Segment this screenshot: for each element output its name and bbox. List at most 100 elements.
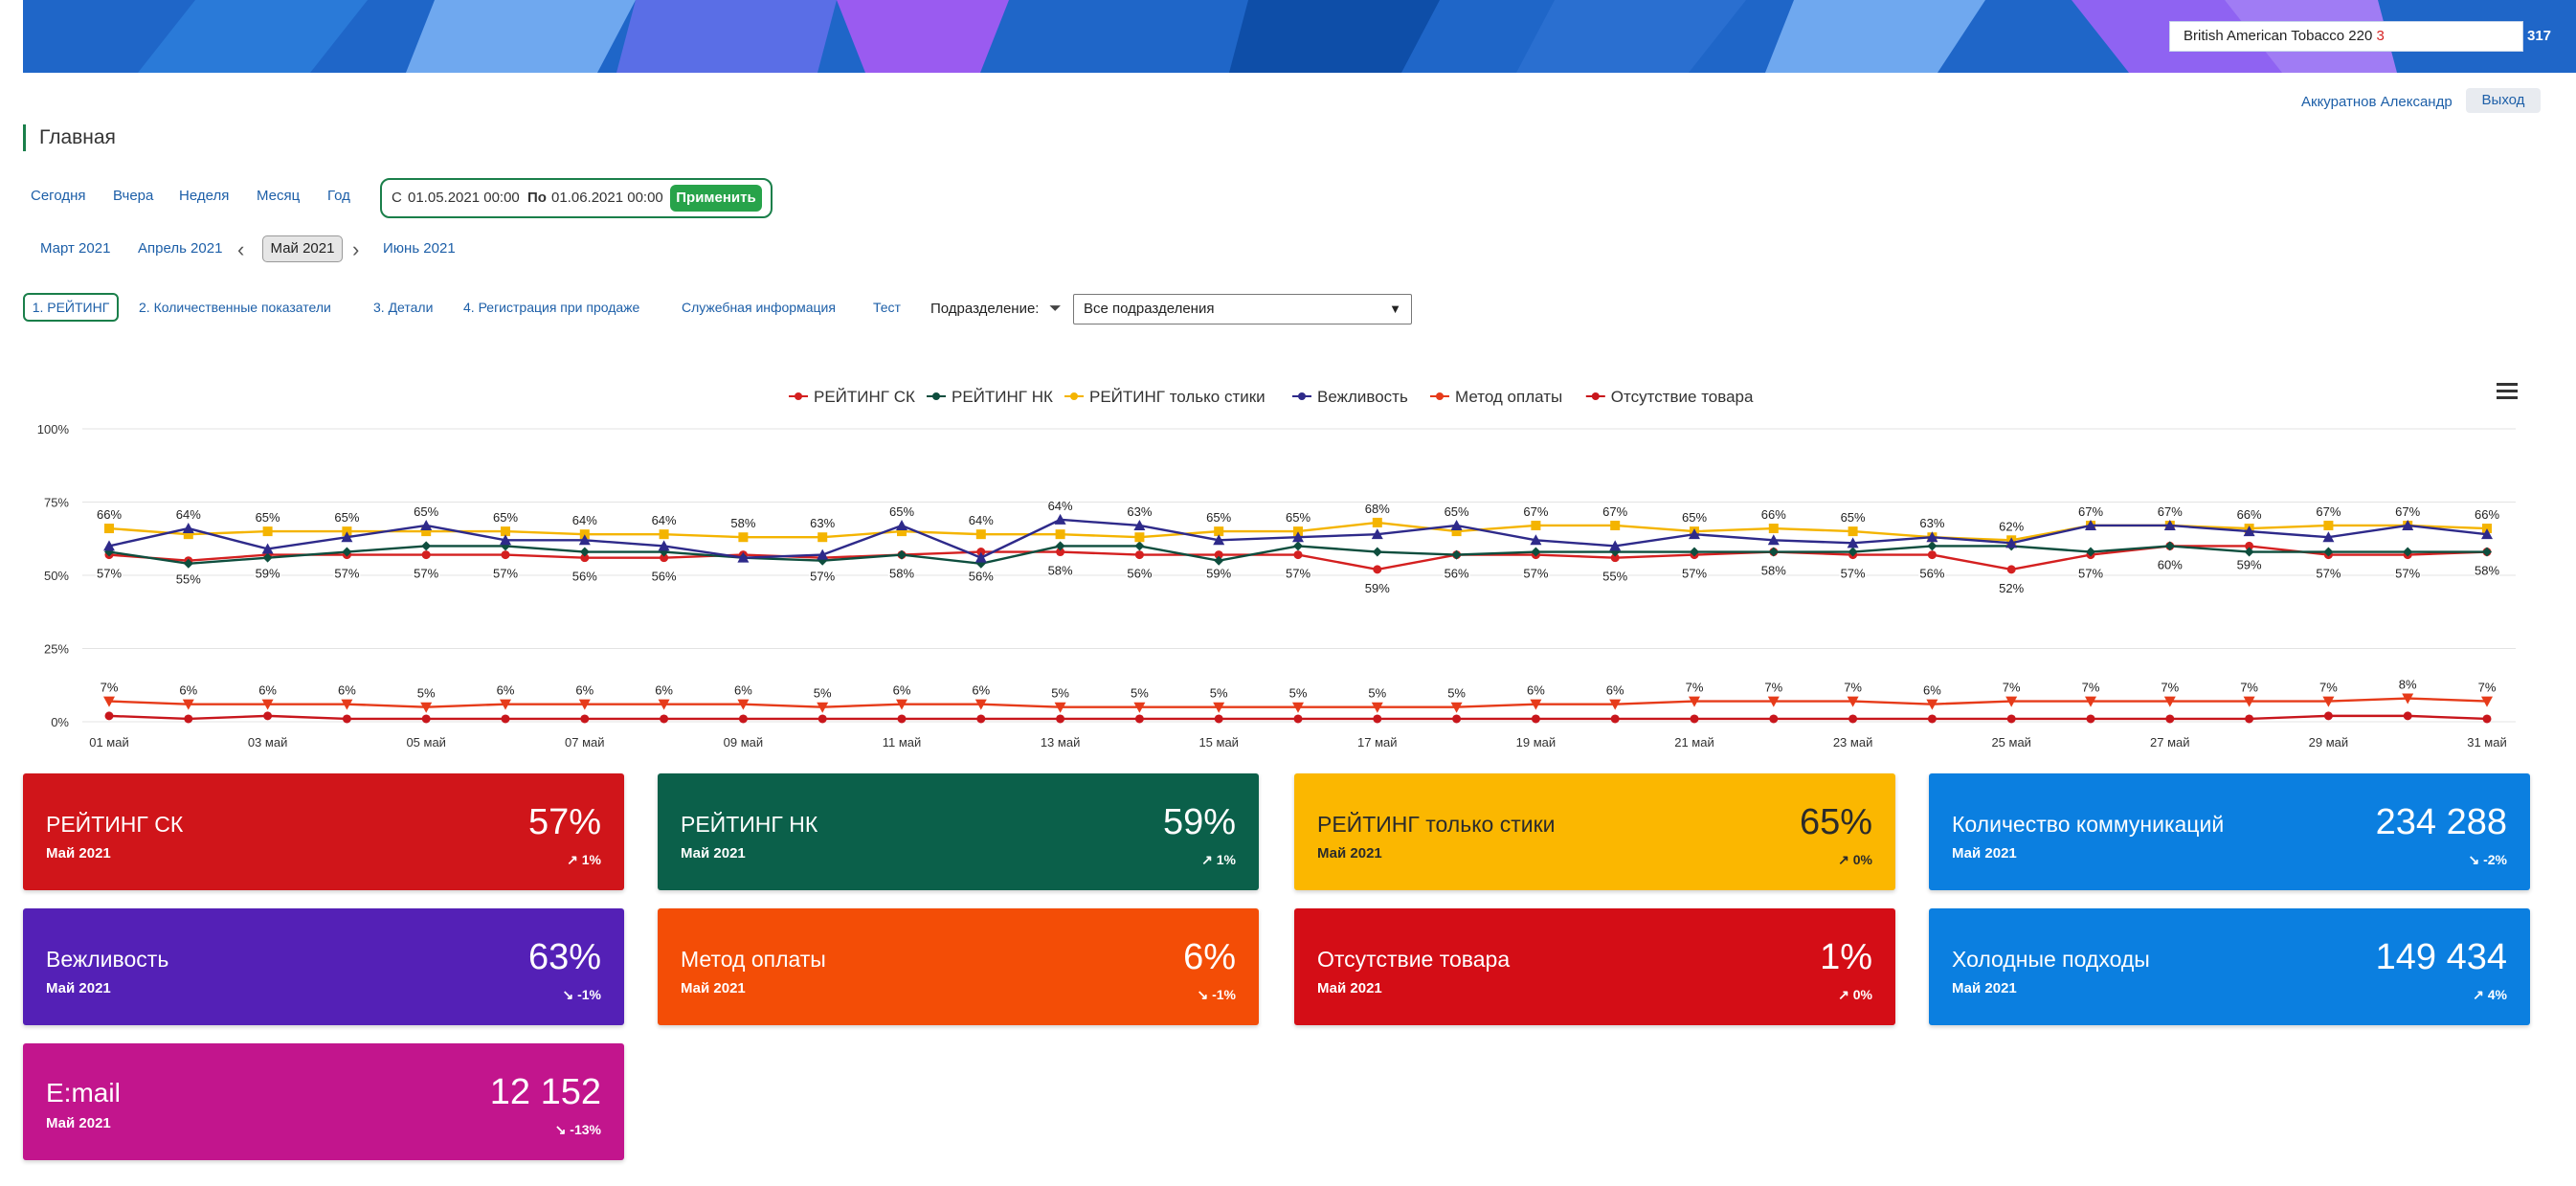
data-label: 5% xyxy=(1051,686,1069,701)
legend-item[interactable]: РЕЙТИНГ СК xyxy=(789,388,915,406)
date-from-input[interactable]: 01.05.2021 00:00 xyxy=(408,190,520,206)
data-point xyxy=(818,714,827,724)
y-tick-label: 75% xyxy=(44,496,69,510)
data-label: 57% xyxy=(414,567,438,581)
data-point xyxy=(2482,524,2492,534)
data-label: 65% xyxy=(493,510,518,525)
data-point xyxy=(2163,519,2176,530)
data-point xyxy=(2323,711,2333,721)
data-label: 6% xyxy=(1923,683,1941,698)
data-label: 64% xyxy=(176,507,201,522)
legend-item[interactable]: Метод оплаты xyxy=(1430,388,1562,406)
x-tick-label: 13 май xyxy=(1041,735,1081,750)
data-label: 59% xyxy=(256,567,280,581)
tab-quantitative[interactable]: 2. Количественные показатели xyxy=(139,300,331,315)
data-label: 65% xyxy=(889,504,914,519)
company-search-text: British American Tobacco 220 xyxy=(2184,28,2373,44)
data-point xyxy=(817,702,829,713)
kpi-card-delta: ↗ 1% xyxy=(567,852,601,867)
month-prev2[interactable]: Март 2021 xyxy=(40,240,111,257)
kpi-card[interactable]: РЕЙТИНГ НК Май 2021 59% ↗ 1% xyxy=(658,773,1259,890)
data-point xyxy=(2323,520,2334,530)
period-yesterday[interactable]: Вчера xyxy=(113,188,154,204)
kpi-card-title: РЕЙТИНГ НК xyxy=(681,812,818,837)
data-label: 65% xyxy=(414,504,438,519)
kpi-card[interactable]: РЕЙТИНГ СК Май 2021 57% ↗ 1% xyxy=(23,773,624,890)
data-label: 66% xyxy=(2237,507,2262,522)
data-point xyxy=(341,699,353,710)
data-point xyxy=(2244,547,2254,557)
data-point xyxy=(262,526,273,537)
data-point xyxy=(2403,711,2412,721)
kpi-card-value: 59% xyxy=(1162,802,1236,842)
data-point xyxy=(2482,547,2492,557)
kpi-card[interactable]: E:mail Май 2021 12 152 ↘ -13% xyxy=(23,1043,624,1160)
data-point xyxy=(1371,702,1383,713)
data-label: 65% xyxy=(1445,504,1469,519)
data-point xyxy=(183,529,193,540)
page-title: Главная xyxy=(23,124,116,151)
data-point xyxy=(1293,541,1303,551)
data-point xyxy=(342,526,352,537)
tab-service-info[interactable]: Служебная информация xyxy=(682,300,836,315)
chevron-right-icon[interactable]: › xyxy=(352,237,360,261)
legend-item[interactable]: Отсутствие товара xyxy=(1585,388,1754,406)
period-month[interactable]: Месяц xyxy=(257,188,301,204)
data-point xyxy=(1293,714,1303,724)
data-point xyxy=(738,532,749,543)
tab-rating[interactable]: 1. РЕЙТИНГ xyxy=(23,293,119,322)
apply-button[interactable]: Применить xyxy=(670,185,762,212)
kpi-card[interactable]: Количество коммуникаций Май 2021 234 288 ↘ … xyxy=(1929,773,2530,890)
data-point xyxy=(1530,699,1542,710)
kpi-card[interactable]: РЕЙТИНГ только стики Май 2021 65% ↗ 0% xyxy=(1294,773,1895,890)
data-label: 56% xyxy=(1127,567,1152,581)
data-point xyxy=(1134,532,1145,543)
x-tick-label: 21 май xyxy=(1674,735,1714,750)
period-today[interactable]: Сегодня xyxy=(31,188,86,204)
kpi-card-period: Май 2021 xyxy=(681,980,746,996)
period-year[interactable]: Год xyxy=(327,188,350,204)
tab-details[interactable]: 3. Детали xyxy=(373,300,434,315)
user-name-link[interactable]: Аккуратнов Александр xyxy=(2301,94,2453,110)
y-tick-label: 0% xyxy=(51,715,69,729)
period-week[interactable]: Неделя xyxy=(179,188,230,204)
tab-test[interactable]: Тест xyxy=(873,300,901,315)
data-point xyxy=(578,534,591,546)
division-select[interactable]: Все подразделения ▼ xyxy=(1073,294,1412,324)
data-point xyxy=(1926,699,1938,710)
date-to-input[interactable]: 01.06.2021 00:00 xyxy=(551,190,663,206)
kpi-card[interactable]: Отсутствие товара Май 2021 1% ↗ 0% xyxy=(1294,908,1895,1025)
data-point xyxy=(342,714,351,724)
data-point xyxy=(896,699,907,710)
data-label: 6% xyxy=(179,683,197,698)
data-point xyxy=(1134,550,1144,560)
chevron-left-icon[interactable]: ‹ xyxy=(237,237,245,261)
chart-menu-icon[interactable] xyxy=(2497,383,2518,400)
legend-item[interactable]: РЕЙТИНГ НК xyxy=(927,388,1053,406)
kpi-card[interactable]: Метод оплаты Май 2021 6% ↘ -1% xyxy=(658,908,1259,1025)
data-label: 7% xyxy=(101,681,119,695)
month-next[interactable]: Июнь 2021 xyxy=(383,240,456,257)
kpi-card[interactable]: Холодные подходы Май 2021 149 434 ↗ 4% xyxy=(1929,908,2530,1025)
data-point xyxy=(817,548,829,560)
data-label: 64% xyxy=(1048,499,1073,513)
x-tick-label: 07 май xyxy=(565,735,605,750)
tab-sale-registration[interactable]: 4. Регистрация при продаже xyxy=(463,300,640,315)
data-point xyxy=(1610,714,1620,724)
data-point xyxy=(2005,537,2018,548)
logout-button[interactable]: Выход xyxy=(2466,88,2541,113)
kpi-card[interactable]: Вежливость Май 2021 63% ↘ -1% xyxy=(23,908,624,1025)
legend-item[interactable]: Вежливость xyxy=(1292,388,1408,406)
data-label: 64% xyxy=(572,513,597,527)
x-tick-label: 19 май xyxy=(1516,735,1557,750)
company-search-input[interactable]: British American Tobacco 220 3 xyxy=(2169,21,2523,52)
month-current[interactable]: Май 2021 xyxy=(262,235,343,262)
data-label: 65% xyxy=(1682,510,1707,525)
data-point xyxy=(2085,696,2096,707)
data-point xyxy=(976,548,986,557)
x-tick-label: 03 май xyxy=(248,735,288,750)
legend-item[interactable]: РЕЙТИНГ только стики xyxy=(1064,388,1266,406)
data-point xyxy=(501,550,510,560)
month-prev1[interactable]: Апрель 2021 xyxy=(138,240,223,257)
division-select-value: Все подразделения xyxy=(1084,301,1215,317)
